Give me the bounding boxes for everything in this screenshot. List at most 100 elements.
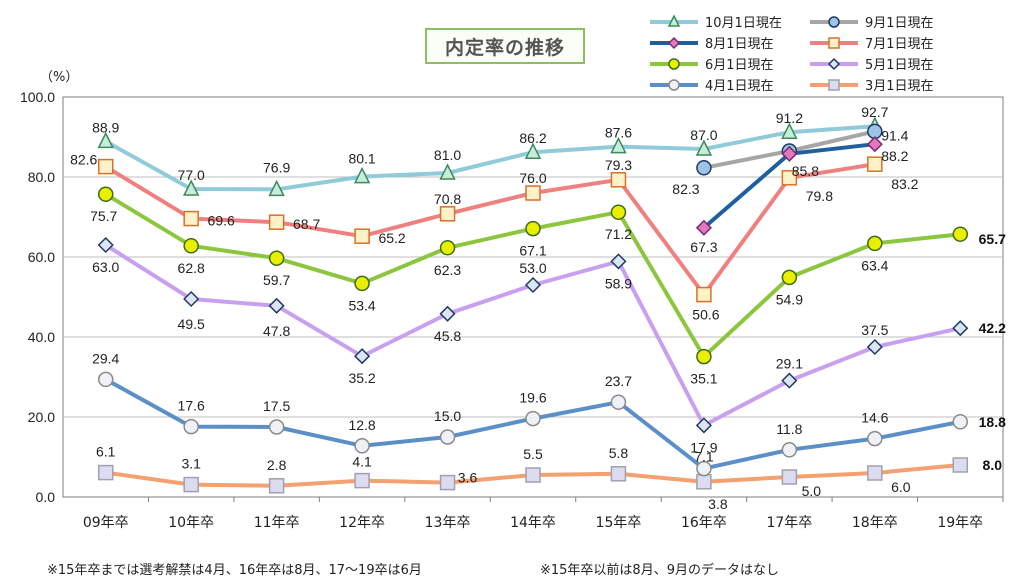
data-point [695,219,712,236]
data-label: 50.6 [692,307,719,323]
data-label: 47.8 [263,323,290,339]
data-point [439,163,456,180]
data-point [866,136,883,153]
legend-marker [828,37,840,49]
footnote-right: ※15年卒以前は8月、9月のデータはなし [540,563,779,578]
legend-label: 5月1日現在 [865,58,934,73]
data-label: 79.8 [806,188,833,204]
data-point [867,465,883,481]
data-label: 83.2 [891,176,918,192]
legend-marker [828,16,840,28]
data-point [695,139,713,156]
data-label: 58.9 [605,275,632,291]
legend-marker [667,36,681,50]
legend-marker [828,79,840,91]
data-point [268,297,285,314]
data-label: 17.6 [178,398,205,414]
data-point [97,236,114,254]
data-label: 76.0 [519,170,546,186]
legend-label: 4月1日現在 [705,79,774,94]
plot-area [62,96,1004,498]
data-label: 65.7 [979,231,1006,247]
data-label: 15.0 [434,408,461,424]
data-point [183,238,199,254]
data-point [97,371,114,388]
data-point [268,478,285,494]
data-label: 7.1 [694,449,714,465]
legend-label: 7月1日現在 [865,37,934,52]
data-point [696,460,712,477]
data-label: 87.0 [690,127,717,143]
data-point [439,206,456,222]
data-label: 3.1 [181,456,201,472]
data-label: 79.3 [605,157,632,173]
data-label: 88.2 [881,148,908,164]
data-point [182,179,200,196]
y-tick-label: 60.0 [28,249,55,265]
series-line [104,162,876,297]
data-label: 6.1 [96,444,116,460]
data-point [781,170,798,186]
data-point [781,372,798,389]
x-tick-label: 09年卒 [83,515,129,531]
data-point [952,414,969,430]
data-point [97,131,114,149]
x-tick-label: 15年卒 [596,515,642,531]
x-tick-label: 14年卒 [510,515,556,531]
data-label: 17.5 [263,398,290,414]
data-label: 45.8 [434,328,461,344]
data-label: 3.8 [708,496,728,512]
data-label: 76.9 [263,159,290,175]
data-point [97,464,114,481]
data-label: 82.3 [672,181,699,197]
data-point [695,417,712,434]
data-point [97,158,114,175]
data-label: 53.0 [519,260,546,276]
data-point [183,476,199,493]
legend-marker [667,14,681,27]
data-label: 59.7 [263,272,290,288]
legend-marker [668,58,680,70]
legend-label: 9月1日現在 [865,16,934,31]
data-label: 35.1 [690,371,717,387]
data-label: 37.5 [861,322,888,338]
data-point [867,156,883,172]
data-point [610,172,627,188]
data-label: 23.7 [605,373,632,389]
y-tick-label: 40.0 [28,329,55,345]
data-label: 62.3 [434,262,461,278]
data-label: 67.3 [690,239,717,255]
data-label: 2.8 [267,457,287,473]
data-point [525,467,541,483]
series-line [104,124,875,192]
data-label: 8.0 [983,457,1003,473]
data-point [524,142,542,159]
y-tick-label: 0.0 [36,489,56,505]
data-point [268,214,285,230]
data-point [354,228,370,244]
data-point [952,226,969,242]
data-point [268,179,285,197]
data-label: 14.6 [861,410,888,426]
data-label: 71.2 [605,226,632,242]
data-point [183,290,200,308]
data-point [610,136,627,154]
legend-label: 3月1日現在 [865,79,934,94]
legend-marker [827,57,841,71]
data-label: 75.7 [90,208,117,224]
data-point [268,250,285,266]
data-label: 91.4 [881,127,908,143]
data-point [353,166,371,184]
data-label: 3.6 [458,470,478,486]
data-label: 77.0 [178,167,205,183]
chart-title: 内定率の推移 [425,28,585,64]
data-point [354,472,370,489]
data-label: 81.0 [434,147,461,163]
data-point [354,438,370,454]
data-label: 87.6 [605,125,632,141]
data-point [525,410,541,427]
data-label: 70.8 [434,191,461,207]
legend-label: 8月1日現在 [705,37,774,52]
data-point [696,160,712,176]
